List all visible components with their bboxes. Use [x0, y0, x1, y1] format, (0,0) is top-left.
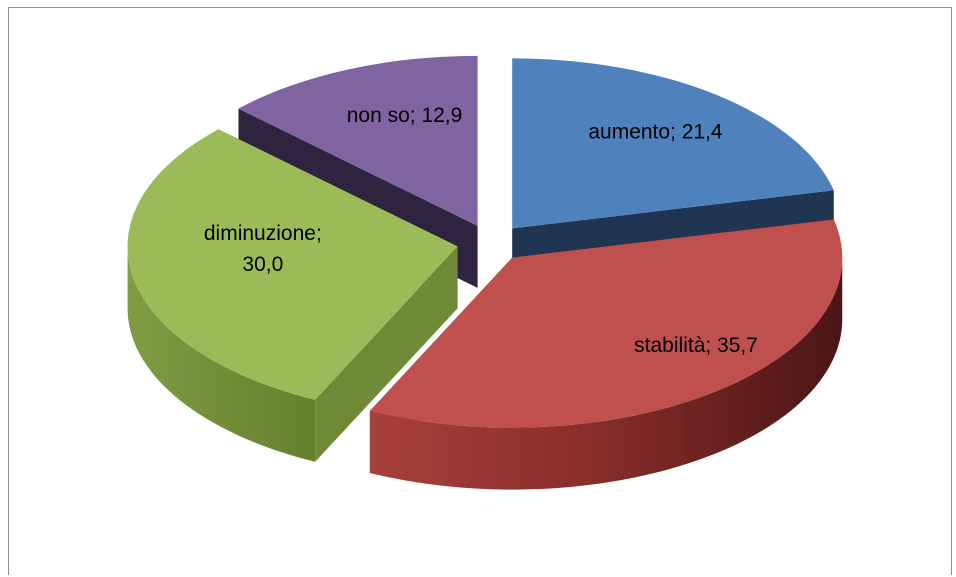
slice-wall	[315, 246, 458, 462]
slice-side	[127, 246, 316, 462]
pie-slice-stabilit	[369, 219, 843, 490]
slice-side	[369, 257, 843, 490]
slice-top	[512, 58, 834, 229]
slice-top	[238, 55, 478, 226]
data-label-diminuzione: diminuzione; 30,0	[204, 222, 322, 276]
slice-top	[127, 129, 458, 400]
data-label-nonso: non so; 12,9	[347, 104, 463, 127]
pie-slice-diminuzione	[127, 129, 458, 462]
chart-frame: aumento; 21,4 stabilità; 35,7 diminuzione;…	[8, 7, 952, 575]
data-label-stabilit: stabilità; 35,7	[634, 334, 758, 357]
pie-chart: aumento; 21,4 stabilità; 35,7 diminuzione;…	[127, 55, 843, 490]
slice-top	[369, 219, 843, 428]
data-label-aumento: aumento; 21,4	[588, 121, 723, 144]
